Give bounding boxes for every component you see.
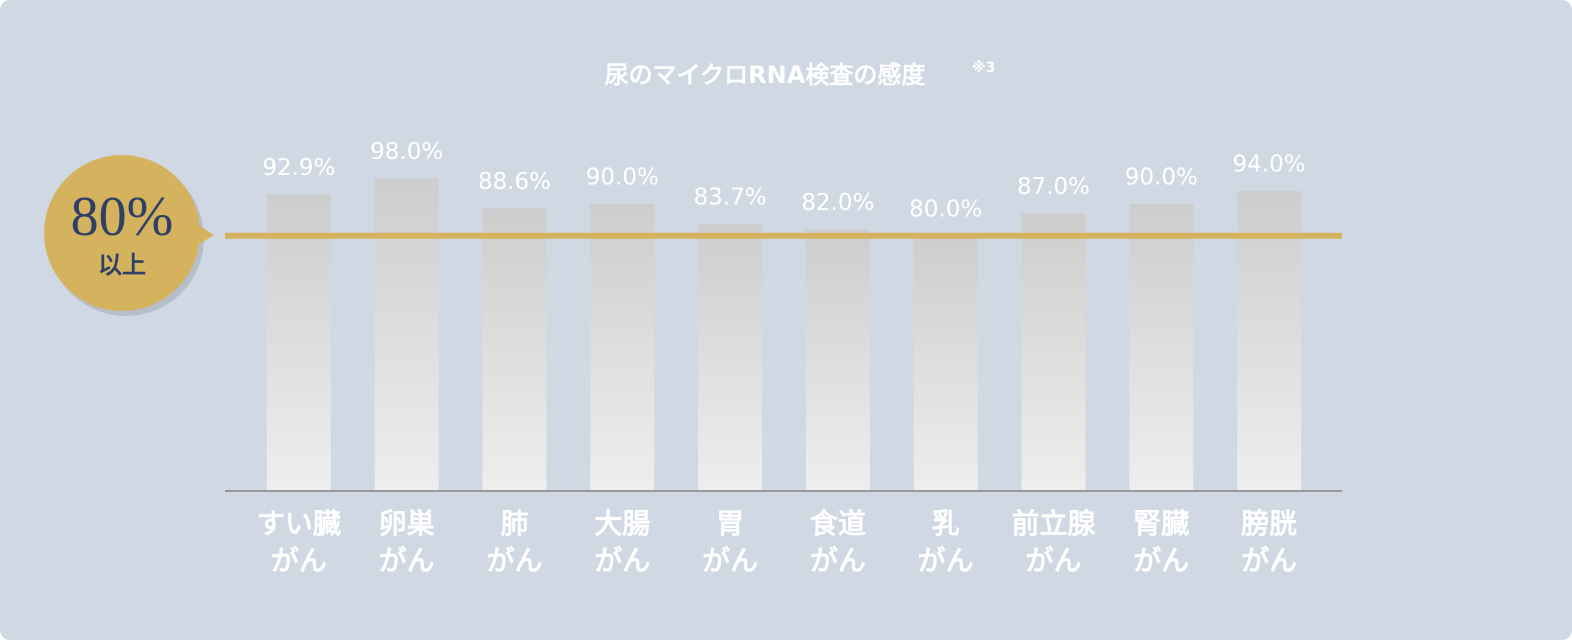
x-tick-label: 乳 がん — [917, 507, 974, 577]
x-tick-label: 前立腺 がん — [1011, 507, 1096, 577]
bar — [374, 178, 439, 491]
bar — [266, 194, 331, 492]
badge — [44, 155, 200, 311]
value-label: 92.9% — [262, 155, 335, 181]
x-tick-label: 食道 がん — [809, 507, 866, 577]
bar — [482, 208, 547, 491]
bar — [1129, 203, 1194, 491]
x-tick-label: 腎臓 がん — [1133, 507, 1190, 577]
title-note: ※3 — [972, 60, 995, 76]
x-tick-label: 大腸 がん — [594, 507, 651, 577]
bar — [698, 223, 763, 491]
value-label: 87.0% — [1017, 174, 1090, 200]
value-label: 80.0% — [909, 196, 982, 222]
value-label: 90.0% — [586, 164, 659, 190]
bar — [805, 229, 870, 492]
value-label: 94.0% — [1233, 152, 1306, 178]
badge-label: 80% — [71, 186, 174, 248]
value-label: 98.0% — [370, 139, 443, 165]
x-tick-label: 胃 がん — [702, 507, 759, 577]
value-label: 90.0% — [1125, 164, 1198, 190]
badge-sublabel: 以上 — [98, 251, 146, 279]
chart-title: 尿のマイクロRNA検査の感度 — [605, 61, 927, 89]
x-tick-label: すい臓 がん — [256, 507, 341, 577]
x-tick-label: 卵巣 がん — [378, 507, 435, 577]
value-label: 83.7% — [694, 184, 767, 210]
value-label: 88.6% — [478, 169, 551, 195]
bar — [1237, 191, 1302, 491]
bar — [590, 203, 655, 491]
x-tick-label: 膀胱 がん — [1241, 507, 1298, 577]
bar — [913, 235, 978, 491]
x-tick-label: 肺 がん — [486, 507, 543, 577]
bar — [1021, 213, 1086, 491]
value-label: 82.0% — [801, 190, 874, 216]
